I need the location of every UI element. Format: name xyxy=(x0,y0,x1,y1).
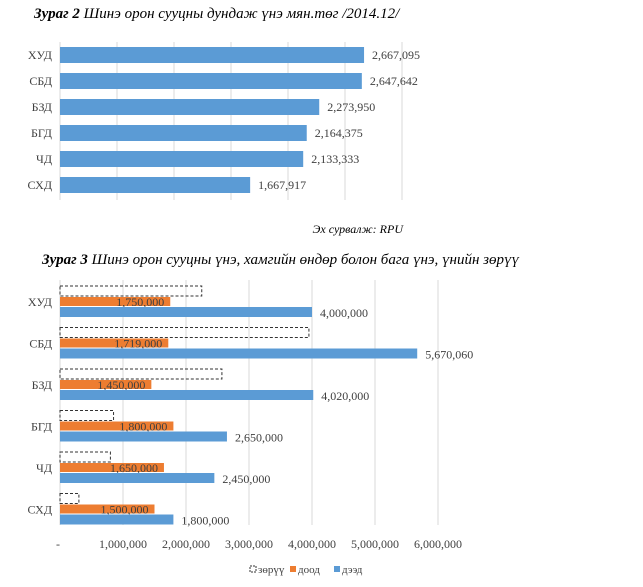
bar-diff xyxy=(59,410,115,421)
bar-high xyxy=(60,514,174,525)
legend: зөрүү доод дээд xyxy=(249,564,363,576)
chart-price-range: Зураг 3 Шинэ орон сууцны үнэ, хамгийн өн… xyxy=(27,252,519,576)
bar-low xyxy=(60,297,171,306)
legend-swatch-low xyxy=(290,566,296,572)
category-label: СХД xyxy=(27,178,52,192)
category-label: ЧД xyxy=(36,152,52,166)
bar-diff xyxy=(59,327,310,338)
bar-high xyxy=(60,307,312,317)
bar-low xyxy=(60,463,164,472)
x-tick-label: 1,000,000 xyxy=(99,537,147,551)
x-tick-label: 4,000,000 xyxy=(288,537,336,551)
bar-low xyxy=(60,338,169,348)
bar-diff xyxy=(59,285,203,297)
category-label: БЗД xyxy=(32,100,52,114)
category-label: СБД xyxy=(29,74,52,88)
bar-diff xyxy=(59,451,111,463)
bar xyxy=(60,47,365,63)
chart2-title: Зураг 3 Шинэ орон сууцны үнэ, хамгийн өн… xyxy=(41,252,519,268)
data-label-high: 2,650,000 xyxy=(235,431,283,445)
data-label-low: 1,800,000 xyxy=(119,420,167,434)
bar xyxy=(60,177,251,193)
data-label: 1,667,917 xyxy=(258,178,306,192)
bar xyxy=(60,73,362,89)
legend-low: доод xyxy=(298,564,320,576)
legend-swatch-high xyxy=(334,566,340,572)
bar-low xyxy=(60,380,152,389)
legend-swatch-diff xyxy=(249,565,257,573)
bar-diff xyxy=(59,493,80,504)
data-label-high: 4,000,000 xyxy=(320,306,368,320)
data-label-low: 1,450,000 xyxy=(97,378,145,392)
category-label: ХУД xyxy=(28,48,52,62)
data-label: 2,273,950 xyxy=(327,100,375,114)
category-label: БГД xyxy=(31,126,52,140)
bar-low xyxy=(60,504,155,514)
category-label: ЧД xyxy=(36,461,52,475)
data-label-high: 4,020,000 xyxy=(321,389,369,403)
data-label-high: 2,450,000 xyxy=(222,472,270,486)
bar-high xyxy=(60,390,314,400)
legend-diff: зөрүү xyxy=(258,564,285,576)
bar xyxy=(60,125,307,141)
category-label: СБД xyxy=(29,337,52,351)
category-label: ХУД xyxy=(28,295,52,309)
chart-average-price: Зураг 2 Шинэ орон сууцны дундаж үнэ мян.… xyxy=(27,6,420,236)
bar-diff xyxy=(59,368,223,380)
data-label-high: 1,800,000 xyxy=(181,514,229,528)
chart1-title: Зураг 2 Шинэ орон сууцны дундаж үнэ мян.… xyxy=(33,6,401,22)
data-label: 2,647,642 xyxy=(370,74,418,88)
bar-high xyxy=(60,348,418,359)
x-tick-label: 3,000,000 xyxy=(225,537,273,551)
bar xyxy=(60,99,320,115)
data-label: 2,133,333 xyxy=(311,152,359,166)
bar xyxy=(60,151,304,167)
category-label: СХД xyxy=(27,503,52,517)
chart1-source: Эх сурвалж: RPU xyxy=(313,222,405,236)
bar-high xyxy=(60,431,227,442)
data-label: 2,164,375 xyxy=(315,126,363,140)
data-label-low: 1,650,000 xyxy=(110,461,158,475)
x-tick-label: 6,000,000 xyxy=(414,537,462,551)
data-label-low: 1,719,000 xyxy=(114,337,162,351)
bar-low xyxy=(60,421,174,431)
data-label-low: 1,750,000 xyxy=(116,295,164,309)
category-label: БЗД xyxy=(32,378,52,392)
x-tick-label: 5,000,000 xyxy=(351,537,399,551)
data-label: 2,667,095 xyxy=(372,48,420,62)
x-tick-label: - xyxy=(56,537,60,551)
data-label-low: 1,500,000 xyxy=(101,503,149,517)
legend-high: дээд xyxy=(342,564,363,576)
bar-high xyxy=(60,473,215,483)
category-label: БГД xyxy=(31,420,52,434)
data-label-high: 5,670,060 xyxy=(425,348,473,362)
x-tick-label: 2,000,000 xyxy=(162,537,210,551)
